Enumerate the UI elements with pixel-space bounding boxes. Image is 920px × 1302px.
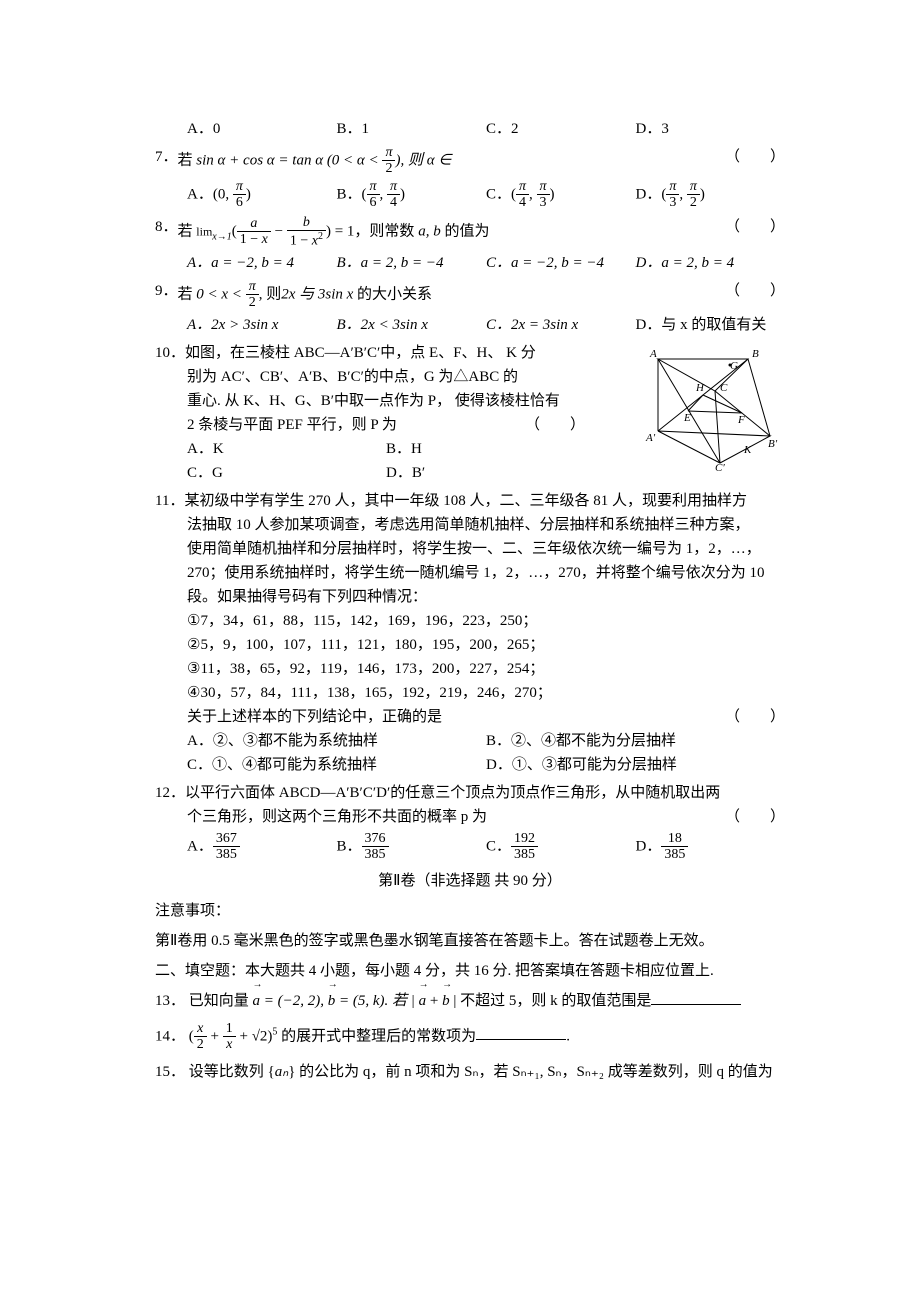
q9-paren: （ ）: [725, 279, 785, 303]
opt-8a: A．a = −2, b = 4: [187, 251, 337, 275]
q9-num: 9．: [155, 279, 178, 303]
svg-text:F: F: [737, 414, 745, 426]
q13-blank: [651, 990, 741, 1005]
opt-9c: C．2x = 3sin x: [486, 313, 636, 337]
svg-text:B′: B′: [768, 438, 778, 450]
q8-num: 8．: [155, 215, 178, 239]
opt-12a: A．367385: [187, 831, 337, 863]
question-12: 12．以平行六面体 ABCD—A′B′C′D′的任意三个顶点为顶点作三角形，从中…: [155, 781, 785, 863]
opt-10d: D．B′: [386, 461, 585, 485]
q8-paren: （ ）: [725, 215, 785, 239]
svg-text:A: A: [649, 348, 657, 360]
opt-8b: B．a = 2, b = −4: [337, 251, 487, 275]
q9-stem: 若 0 < x < π2, 则2x 与 3sin x 的大小关系: [178, 279, 785, 311]
opt-8c: C．a = −2, b = −4: [486, 251, 636, 275]
svg-text:A′: A′: [645, 432, 656, 444]
opt-6c: C．2: [486, 117, 636, 141]
section2-title: 二、填空题：本大题共 4 小题，每小题 4 分，共 16 分. 把答案填在答题卡…: [155, 959, 785, 983]
question-14: 14． (x2 + 1x + √2)5 的展开式中整理后的常数项为.: [155, 1021, 785, 1053]
notice-line1: 第Ⅱ卷用 0.5 毫米黑色的签字或黑色墨水钢笔直接答在答题卡上。答在试题卷上无效…: [155, 929, 785, 953]
svg-text:H: H: [695, 382, 705, 394]
question-15: 15． 设等比数列 {aₙ} 的公比为 q，前 n 项和为 Sₙ，若 Sₙ₊₁,…: [155, 1060, 785, 1084]
question-8: 8． 若 limx→1(a1 − x − b1 − x2) = 1，则常数 a,…: [155, 215, 785, 275]
opt-11c: C．①、④都可能为系统抽样: [187, 753, 486, 777]
svg-text:C′: C′: [715, 462, 725, 471]
opt-11d: D．①、③都可能为分层抽样: [486, 753, 785, 777]
question-13: 13． 已知向量 a = (−2, 2), b = (5, k). 若 | a …: [155, 989, 785, 1013]
q12-paren: （ ）: [725, 805, 785, 829]
q8-stem: 若 limx→1(a1 − x − b1 − x2) = 1，则常数 a, b …: [178, 215, 785, 249]
q10-figure: A B C G H E F A′ B′ C′ K: [640, 341, 785, 479]
opt-7a: A．(0, π6): [187, 179, 337, 211]
opt-12c: C．192385: [486, 831, 636, 863]
opt-12b: B．376385: [337, 831, 487, 863]
notice-title: 注意事项：: [155, 899, 785, 923]
svg-text:E: E: [683, 412, 691, 424]
opt-10b: B．H: [386, 437, 585, 461]
question-10: A B C G H E F A′ B′ C′ K 10．如图，在三棱柱 ABC—…: [155, 341, 785, 485]
q13-num: 13．: [155, 993, 185, 1009]
q12-num: 12．: [155, 785, 185, 801]
q7-stem: 若 sin α + cos α = tan α (0 < α < π2), 则 …: [178, 145, 785, 177]
opt-7b: B．(π6, π4): [337, 179, 487, 211]
opt-9b: B．2x < 3sin x: [337, 313, 487, 337]
q7-num: 7．: [155, 145, 178, 169]
svg-text:C: C: [720, 382, 728, 394]
svg-text:K: K: [743, 444, 752, 456]
q15-num: 15．: [155, 1064, 185, 1080]
opt-8d: D．a = 2, b = 4: [636, 251, 786, 275]
opt-6b: B．1: [337, 117, 487, 141]
opt-12d: D．18385: [636, 831, 786, 863]
opt-9a: A．2x > 3sin x: [187, 313, 337, 337]
q10-paren: （ ）: [525, 413, 585, 437]
opt-11a: A．②、③都不能为系统抽样: [187, 729, 486, 753]
opt-11b: B．②、④都不能为分层抽样: [486, 729, 785, 753]
opt-10a: A．K: [187, 437, 386, 461]
opt-6d: D．3: [636, 117, 786, 141]
q11-paren: （ ）: [725, 705, 785, 729]
q11-num: 11．: [155, 493, 184, 509]
q10-num: 10．: [155, 345, 185, 361]
question-7: 7． 若 sin α + cos α = tan α (0 < α < π2),…: [155, 145, 785, 211]
q14-num: 14．: [155, 1028, 185, 1044]
opt-10c: C．G: [187, 461, 386, 485]
question-11: 11．某初级中学有学生 270 人，其中一年级 108 人，二、三年级各 81 …: [155, 489, 785, 777]
q7-paren: （ ）: [725, 145, 785, 169]
question-6-options: A．0 B．1 C．2 D．3: [155, 117, 785, 141]
opt-9d: D．与 x 的取值有关: [636, 313, 786, 337]
opt-7d: D．(π3, π2): [636, 179, 786, 211]
opt-6a: A．0: [187, 117, 337, 141]
question-9: 9． 若 0 < x < π2, 则2x 与 3sin x 的大小关系 （ ） …: [155, 279, 785, 337]
q14-blank: [476, 1025, 566, 1040]
svg-text:B: B: [752, 348, 759, 360]
opt-7c: C．(π4, π3): [486, 179, 636, 211]
part2-title: 第Ⅱ卷（非选择题 共 90 分）: [155, 869, 785, 893]
svg-text:G: G: [730, 360, 738, 372]
